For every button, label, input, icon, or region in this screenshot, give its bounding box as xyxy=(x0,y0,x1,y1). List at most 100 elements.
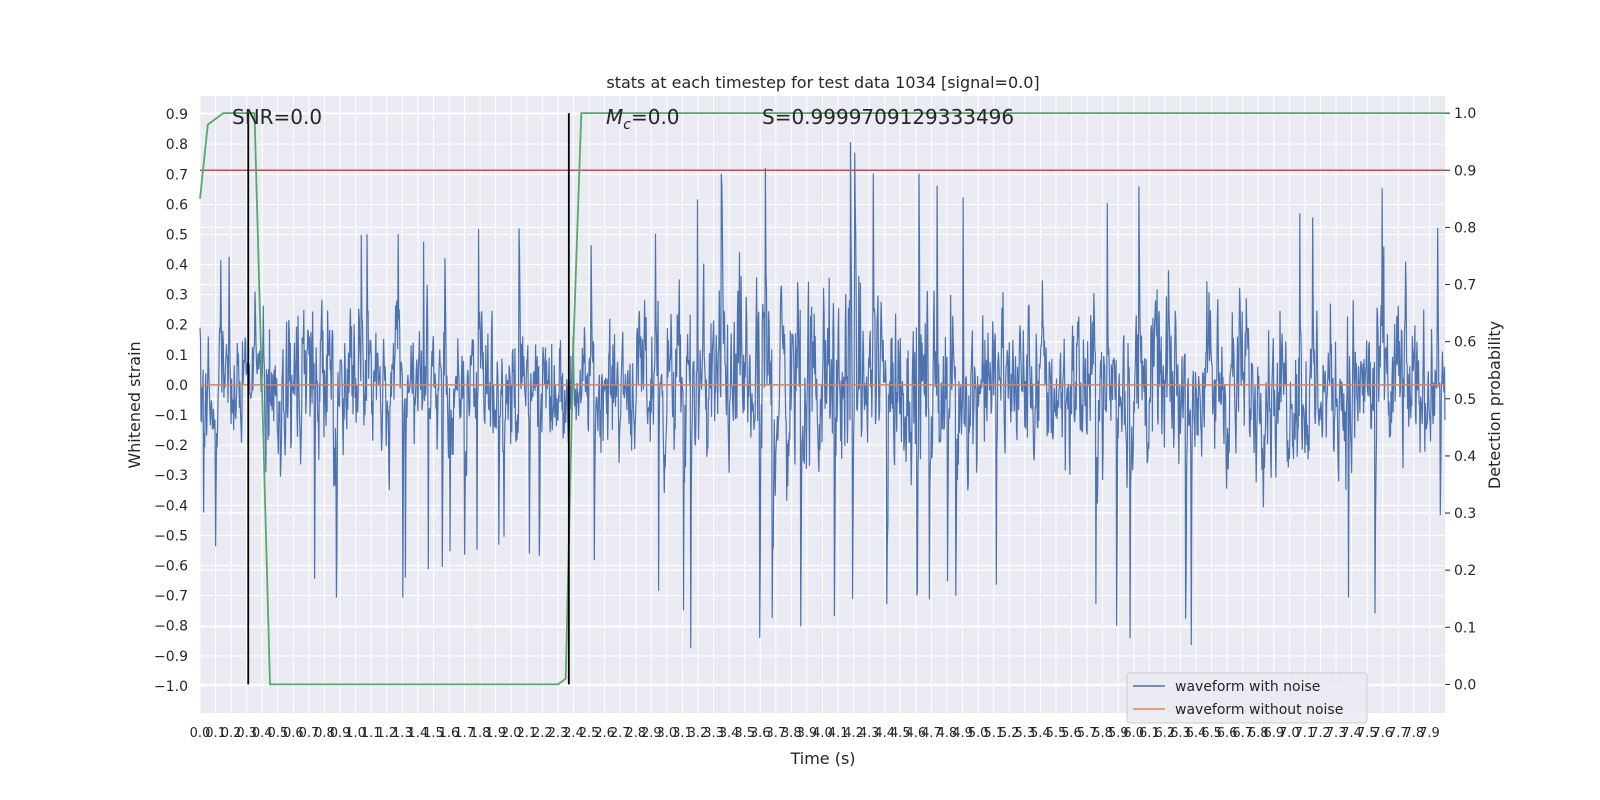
y2-axis-label: Detection probability xyxy=(1485,321,1504,489)
x-tick-label: 2.5 xyxy=(579,726,600,741)
y-tick-label: 0.0 xyxy=(166,378,188,394)
x-tick-label: 0.2 xyxy=(221,726,242,741)
x-tick-label: 4.2 xyxy=(843,726,864,741)
y-tick-label: −1.0 xyxy=(154,679,188,695)
detection-probability-line xyxy=(199,112,1445,686)
y-tick-label: 0.2 xyxy=(166,318,188,334)
y-tick-label: 0.7 xyxy=(166,167,188,183)
x-tick-label: 6.1 xyxy=(1139,726,1160,741)
y2-tick-label: 0.5 xyxy=(1454,392,1476,408)
x-tick-label: 7.5 xyxy=(1357,726,1378,741)
legend-label-clean: waveform without noise xyxy=(1175,702,1343,718)
x-tick-label: 0.9 xyxy=(330,726,351,741)
y2-tick-label: 0.6 xyxy=(1454,335,1476,351)
x-tick-label: 1.5 xyxy=(423,726,444,741)
x-tick-label: 4.9 xyxy=(952,726,973,741)
y-tick-label: −0.4 xyxy=(154,498,188,514)
x-tick-label: 0.5 xyxy=(267,726,288,741)
x-tick-label: 5.7 xyxy=(1077,726,1098,741)
x-tick-label: 2.2 xyxy=(532,726,553,741)
x-tick-label: 6.3 xyxy=(1170,726,1191,741)
snr-annotation: SNR=0.0 xyxy=(232,105,322,129)
x-tick-label: 0.0 xyxy=(190,726,211,741)
x-tick-label: 3.8 xyxy=(781,726,802,741)
x-tick-label: 5.1 xyxy=(983,726,1004,741)
x-tick-label: 7.7 xyxy=(1388,726,1409,741)
x-tick-label: 5.6 xyxy=(1061,726,1082,741)
x-tick-label: 4.7 xyxy=(921,726,942,741)
x-tick-label: 1.4 xyxy=(408,726,429,741)
x-tick-label: 7.0 xyxy=(1279,726,1300,741)
x-tick-label: 3.5 xyxy=(734,726,755,741)
x-tick-label: 3.9 xyxy=(797,726,818,741)
x-tick-label: 5.0 xyxy=(968,726,989,741)
x-tick-label: 4.8 xyxy=(937,726,958,741)
y2-tick-labels: 1.0 0.9 0.8 0.7 0.6 0.5 0.4 0.3 0.2 0.1 0.0 xyxy=(1454,106,1476,693)
x-tick-label: 4.6 xyxy=(906,726,927,741)
x-tick-label: 2.0 xyxy=(501,726,522,741)
x-tick-label: 5.2 xyxy=(999,726,1020,741)
x-tick-label: 4.0 xyxy=(812,726,833,741)
legend-label-noise: waveform with noise xyxy=(1175,679,1320,695)
x-tick-label: 1.8 xyxy=(470,726,491,741)
y-axis-label: Whitened strain xyxy=(125,341,144,468)
y2-tick-label: 0.3 xyxy=(1454,506,1476,522)
x-tick-label: 7.8 xyxy=(1404,726,1425,741)
x-tick-label: 1.0 xyxy=(345,726,366,741)
x-tick-label: 7.9 xyxy=(1419,726,1440,741)
y-tick-label: 0.9 xyxy=(166,107,188,123)
y-tick-label: −0.9 xyxy=(154,649,188,665)
x-tick-label: 4.1 xyxy=(828,726,849,741)
mc-value: =0.0 xyxy=(631,105,680,129)
y-tick-label: 0.3 xyxy=(166,288,188,304)
y2-tick-label: 0.1 xyxy=(1454,620,1476,636)
y-tick-label: 0.4 xyxy=(166,258,188,274)
y-tick-label: 0.6 xyxy=(166,197,188,213)
chart-title: stats at each timestep for test data 103… xyxy=(606,73,1039,92)
x-tick-label: 4.3 xyxy=(859,726,880,741)
x-tick-label: 3.1 xyxy=(672,726,693,741)
x-tick-label: 1.9 xyxy=(485,726,506,741)
x-tick-label: 0.1 xyxy=(205,726,226,741)
x-tick-label: 2.3 xyxy=(548,726,569,741)
y2-tick-label: 0.0 xyxy=(1454,677,1476,693)
x-tick-label: 7.4 xyxy=(1341,726,1362,741)
x-tick-label: 1.2 xyxy=(376,726,397,741)
x-tick-label: 2.7 xyxy=(610,726,631,741)
series-lines xyxy=(199,112,1445,686)
x-tick-label: 6.5 xyxy=(1201,726,1222,741)
y-tick-labels: 0.9 0.8 0.7 0.6 0.5 0.4 0.3 0.2 0.1 0.0 −0.1 −0.2 −0… xyxy=(154,107,188,695)
legend-box xyxy=(1126,672,1368,724)
y2-tick-label: 1.0 xyxy=(1454,106,1476,122)
x-tick-label: 7.3 xyxy=(1326,726,1347,741)
x-tick-label: 2.4 xyxy=(563,726,584,741)
y-tick-label: −0.8 xyxy=(154,619,188,635)
x-tick-label: 6.6 xyxy=(1217,726,1238,741)
y-tick-label: 0.5 xyxy=(166,227,188,243)
x-tick-label: 1.1 xyxy=(361,726,382,741)
mc-symbol: M xyxy=(606,105,623,129)
y-tick-label: −0.3 xyxy=(154,468,188,484)
y-tick-label: −0.2 xyxy=(154,438,188,454)
x-tick-labels: 0.00.10.20.30.40.50.60.70.80.91.01.11.21… xyxy=(190,726,1440,741)
y-tick-label: −0.6 xyxy=(154,559,188,575)
x-tick-label: 0.3 xyxy=(236,726,257,741)
x-tick-label: 6.0 xyxy=(1123,726,1144,741)
x-tick-label: 7.2 xyxy=(1310,726,1331,741)
x-tick-label: 3.3 xyxy=(703,726,724,741)
legend: waveform with noise waveform without noi… xyxy=(1126,672,1368,724)
x-tick-label: 5.5 xyxy=(1046,726,1067,741)
y2-tick-label: 0.8 xyxy=(1454,220,1476,236)
x-tick-label: 0.4 xyxy=(252,726,273,741)
x-tick-label: 2.6 xyxy=(594,726,615,741)
x-tick-label: 6.8 xyxy=(1248,726,1269,741)
x-tick-label: 7.6 xyxy=(1372,726,1393,741)
y-tick-label: 0.8 xyxy=(166,137,188,153)
x-tick-label: 6.9 xyxy=(1263,726,1284,741)
x-tick-label: 2.8 xyxy=(625,726,646,741)
y-tick-label: −0.5 xyxy=(154,528,188,544)
x-tick-label: 3.6 xyxy=(750,726,771,741)
x-tick-label: 0.8 xyxy=(314,726,335,741)
y2-tick-label: 0.9 xyxy=(1454,163,1476,179)
